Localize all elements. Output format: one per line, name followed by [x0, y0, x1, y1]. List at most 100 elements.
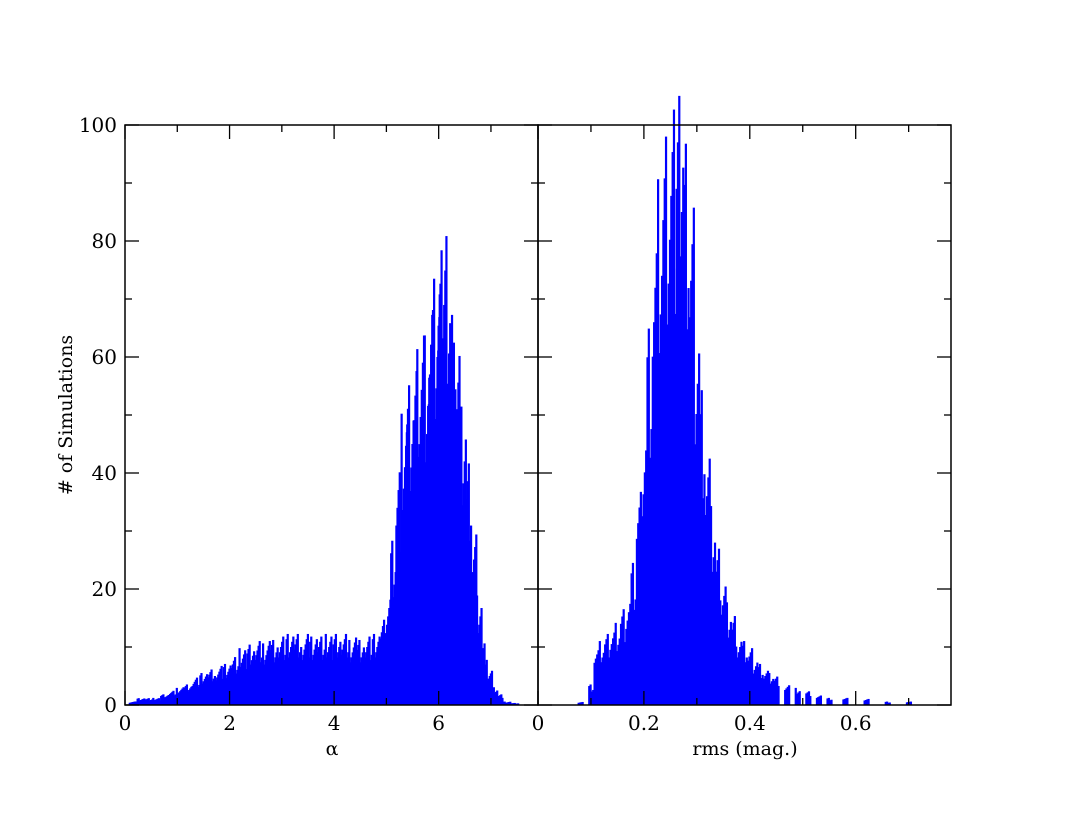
histogram-bar	[239, 666, 242, 705]
histogram-bar	[748, 656, 751, 705]
histogram-bar	[786, 686, 789, 705]
histogram-bar	[284, 654, 287, 705]
histogram-bar	[844, 698, 848, 705]
histogram-bar	[740, 641, 743, 705]
histogram-bar	[186, 691, 190, 705]
histogram-bar	[356, 649, 359, 705]
histogram-bar	[218, 671, 221, 705]
histogram-bar	[414, 395, 417, 705]
histogram-bar	[142, 698, 145, 705]
histogram-bar	[761, 674, 764, 705]
histogram-bar	[143, 698, 146, 705]
histogram-bar	[469, 597, 472, 705]
histogram-bar	[183, 687, 186, 705]
histogram-bar	[254, 659, 257, 705]
histogram-bar	[666, 324, 669, 705]
histogram-bar	[776, 676, 779, 705]
histogram-bar	[817, 697, 820, 705]
histogram-bar	[395, 525, 398, 705]
histogram-bar	[764, 676, 767, 705]
histogram-bar	[478, 662, 482, 705]
histogram-bar	[428, 374, 432, 705]
histogram-bar	[431, 310, 435, 705]
histogram-bar	[642, 494, 645, 705]
histogram-bar	[276, 647, 279, 705]
histogram-bar	[160, 695, 163, 705]
histogram-bar	[322, 654, 325, 705]
histogram-bar	[818, 696, 821, 705]
histogram-bar	[735, 646, 738, 705]
histogram-bar	[707, 477, 710, 705]
histogram-bar	[130, 702, 134, 705]
histogram-bar	[392, 597, 395, 705]
histogram-bar	[292, 636, 295, 705]
histogram-bar	[228, 668, 231, 705]
histogram-bar	[626, 620, 629, 705]
histogram-bar	[884, 701, 887, 705]
histogram-bar	[455, 435, 458, 705]
histogram-bar	[369, 660, 372, 705]
histogram-bar	[268, 641, 271, 705]
histogram-bar	[610, 644, 613, 705]
histogram-bar	[181, 688, 184, 705]
histogram-bar	[653, 322, 656, 705]
histogram-bar	[251, 655, 255, 705]
histogram-bar	[459, 428, 462, 705]
histogram-bar	[277, 657, 280, 705]
histogram-bar	[494, 698, 497, 705]
histogram-bar	[490, 689, 493, 705]
histogram-bar	[358, 639, 361, 705]
histogram-bar	[185, 684, 189, 705]
histogram-bar	[752, 673, 755, 705]
y-axis-label: # of Simulations	[55, 335, 77, 495]
histogram-bar	[256, 650, 259, 705]
histogram-bar	[511, 703, 514, 705]
histogram-bar	[663, 178, 666, 706]
histogram-bar	[602, 652, 605, 705]
histogram-bar	[753, 669, 756, 705]
histogram-bar	[424, 462, 427, 705]
histogram-bar	[439, 408, 442, 705]
histogram-bar	[315, 639, 318, 705]
histogram-bar	[176, 693, 180, 705]
histogram-bar	[197, 687, 200, 705]
histogram-bar	[412, 444, 415, 705]
histogram-bar	[210, 669, 213, 705]
histogram-bar	[169, 693, 172, 705]
histogram-bar	[744, 662, 747, 705]
histogram-bar	[221, 678, 224, 705]
histogram-bar	[233, 657, 237, 705]
histogram-bar	[452, 342, 456, 705]
histogram-bar	[225, 678, 228, 705]
histogram-bar	[154, 699, 157, 705]
histogram-bar	[166, 695, 169, 705]
y-tick-label: 0	[104, 693, 117, 717]
histogram-bar	[282, 636, 285, 705]
histogram-bar	[909, 701, 913, 705]
histogram-bar	[650, 429, 653, 705]
histogram-bar	[466, 481, 469, 705]
histogram-bar	[491, 688, 494, 705]
histogram-bar	[501, 697, 504, 705]
histogram-bar	[672, 109, 676, 705]
histogram-bar	[302, 654, 305, 705]
histogram-bar	[152, 697, 155, 705]
histogram-bar	[128, 702, 131, 705]
histogram-bar	[503, 701, 506, 705]
histogram-bar	[329, 641, 332, 705]
histogram-bar	[207, 677, 210, 705]
histogram-bar	[444, 444, 447, 705]
histogram-bar	[819, 695, 823, 705]
histogram-bar	[590, 691, 594, 705]
histogram-bar	[182, 687, 185, 705]
histogram-bar	[756, 662, 759, 705]
histogram-bar	[391, 540, 394, 705]
histogram-bar	[499, 695, 502, 705]
histogram-bar	[728, 629, 731, 705]
histogram-bar	[699, 414, 702, 705]
histogram-bar	[593, 662, 596, 705]
histogram-bar	[333, 639, 336, 705]
x-tick-label: 0	[119, 711, 132, 735]
histogram-bar	[291, 641, 294, 705]
histogram-bar	[696, 383, 699, 705]
